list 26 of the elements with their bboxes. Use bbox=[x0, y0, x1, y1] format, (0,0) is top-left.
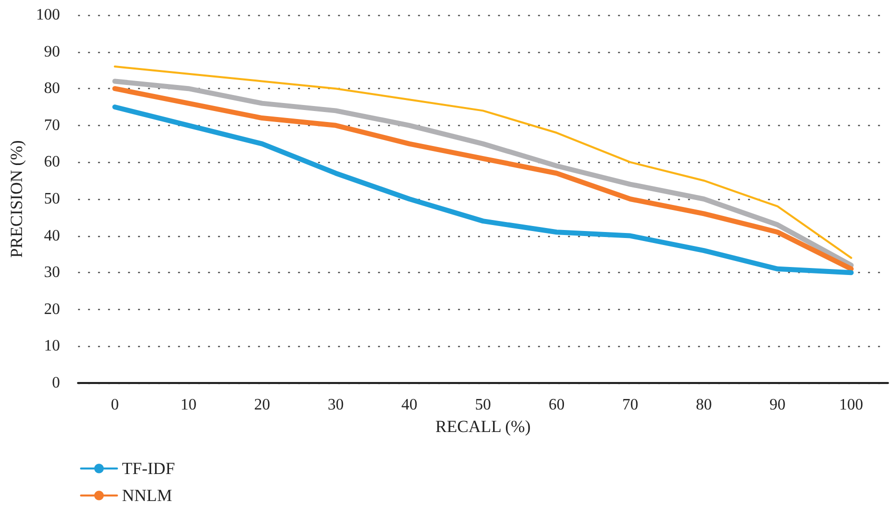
x-axis-title: RECALL (%) bbox=[435, 416, 531, 436]
y-tick-label: 60 bbox=[44, 154, 60, 171]
x-tick-label: 20 bbox=[254, 396, 270, 414]
x-tick-label: 100 bbox=[839, 396, 864, 414]
y-tick-label: 20 bbox=[44, 300, 60, 318]
legend-label: TF-IDF bbox=[122, 459, 175, 478]
x-tick-label: 0 bbox=[110, 396, 119, 414]
y-tick-label: 70 bbox=[44, 116, 60, 134]
x-tick-label: 50 bbox=[475, 396, 491, 414]
y-tick-label: 0 bbox=[52, 374, 60, 392]
y-tick-label: 30 bbox=[44, 264, 60, 282]
y-tick-label: 90 bbox=[44, 43, 60, 60]
y-tick-label: 80 bbox=[44, 80, 60, 98]
x-tick-label: 40 bbox=[401, 396, 418, 414]
y-tick-label: 50 bbox=[44, 190, 60, 208]
x-tick-label: 80 bbox=[696, 396, 712, 414]
x-tick-label: 60 bbox=[548, 396, 565, 414]
y-tick-label: 100 bbox=[36, 6, 60, 24]
x-tick-label: 10 bbox=[180, 396, 196, 414]
legend-label: NNLM bbox=[122, 486, 172, 505]
x-tick-label: 70 bbox=[622, 396, 638, 414]
y-tick-label: 40 bbox=[44, 227, 60, 244]
y-tick-label: 10 bbox=[44, 338, 60, 355]
y-axis-title: PRECISION (%) bbox=[7, 140, 26, 258]
x-tick-label: 90 bbox=[770, 396, 786, 414]
x-tick-label: 30 bbox=[328, 396, 344, 414]
